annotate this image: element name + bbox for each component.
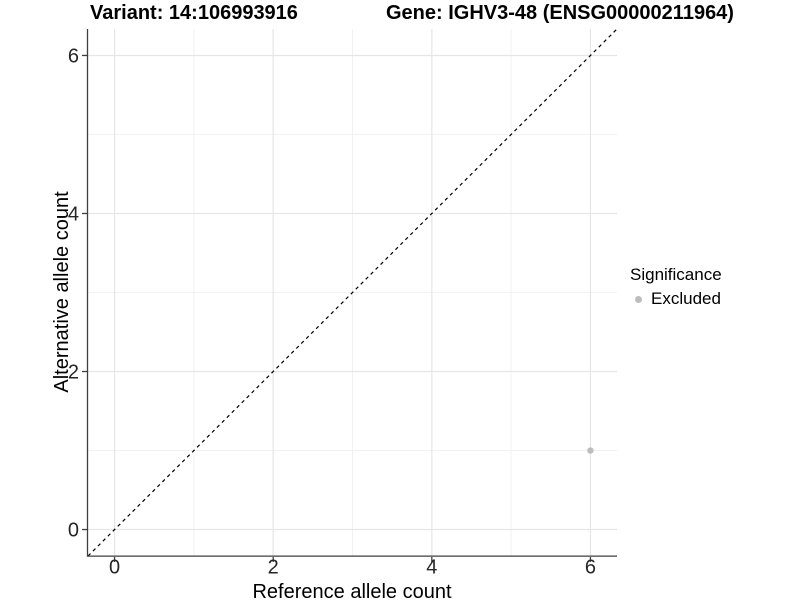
legend-item-excluded: Excluded [630, 289, 722, 309]
plot-title-gene: Gene: IGHV3-48 (ENSG00000211964) [386, 2, 734, 24]
x-tick-label: 6 [585, 557, 596, 579]
y-axis-title: Alternative allele count [51, 191, 73, 393]
legend-point-icon [635, 295, 642, 303]
plot-title-variant: Variant: 14:106993916 [90, 2, 298, 24]
legend: Significance Excluded [630, 265, 722, 309]
x-tick-label: 0 [109, 557, 120, 579]
x-tick-label: 4 [426, 557, 437, 579]
y-tick-label: 2 [68, 362, 79, 384]
identity-line [87, 28, 618, 557]
chart-layer: 0 2 4 6 0 2 4 6 [68, 28, 618, 579]
y-tick-label: 4 [68, 203, 79, 225]
x-tick-label: 2 [268, 557, 279, 579]
legend-item-label: Excluded [651, 289, 721, 308]
y-tick-label: 0 [68, 520, 79, 542]
x-axis-title: Reference allele count [252, 581, 451, 600]
data-point [587, 447, 594, 454]
y-tick-label: 6 [68, 45, 79, 67]
legend-title: Significance [630, 265, 722, 284]
